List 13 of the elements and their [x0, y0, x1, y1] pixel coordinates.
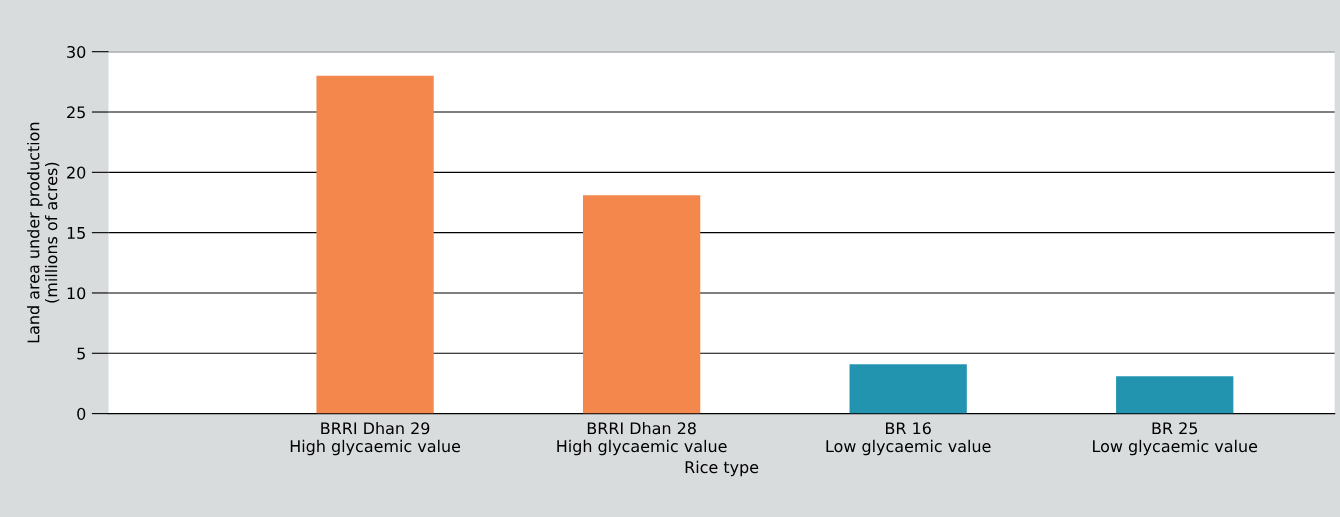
x-axis-title: Rice type	[685, 460, 759, 477]
y-tick-label: 5	[77, 347, 85, 360]
y-tick-label: 15	[67, 227, 85, 239]
y-tick-label: 20	[67, 166, 86, 179]
y-tick-label: 10	[67, 287, 86, 300]
x-tick-label: BRRI Dhan 28 High glycaemic value	[557, 421, 727, 456]
y-tick-label: 25	[67, 106, 85, 119]
y-tick-label: 0	[77, 407, 86, 420]
x-tick-label: BR 16 Low glycaemic value	[826, 422, 991, 456]
y-tick-label: 30	[67, 45, 86, 58]
x-tick-label: BRRI Dhan 29 High glycaemic value	[290, 421, 461, 456]
y-axis-title: Land area under production (millions of acres)	[27, 122, 60, 343]
x-tick-label: BR 25 Low glycaemic value	[1093, 422, 1258, 456]
